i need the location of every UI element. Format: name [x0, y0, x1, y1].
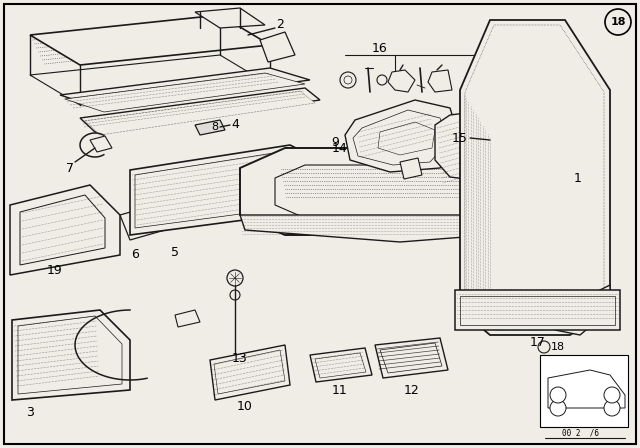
Circle shape	[230, 290, 240, 300]
Polygon shape	[353, 110, 448, 165]
Text: 16: 16	[372, 42, 388, 55]
Text: 18: 18	[551, 342, 565, 352]
Polygon shape	[240, 215, 560, 242]
Circle shape	[476, 191, 504, 219]
Polygon shape	[12, 310, 130, 400]
Polygon shape	[175, 310, 200, 327]
Text: 8: 8	[211, 122, 219, 132]
Polygon shape	[465, 25, 604, 330]
Polygon shape	[195, 120, 225, 135]
Text: 14: 14	[332, 142, 348, 155]
Polygon shape	[260, 32, 295, 62]
Circle shape	[605, 9, 631, 35]
Polygon shape	[375, 338, 448, 378]
Circle shape	[93, 203, 103, 213]
Circle shape	[604, 387, 620, 403]
Polygon shape	[240, 148, 560, 235]
Text: 11: 11	[332, 383, 348, 396]
Circle shape	[604, 400, 620, 416]
Polygon shape	[345, 100, 460, 172]
Polygon shape	[120, 205, 165, 240]
Text: 19: 19	[47, 263, 63, 276]
Circle shape	[340, 72, 356, 88]
Polygon shape	[85, 91, 315, 135]
Circle shape	[550, 387, 566, 403]
Text: 7: 7	[66, 161, 74, 175]
Polygon shape	[90, 136, 112, 152]
Text: 00 2  /6: 00 2 /6	[562, 428, 599, 438]
Polygon shape	[10, 185, 120, 275]
Circle shape	[550, 400, 566, 416]
Polygon shape	[80, 88, 320, 132]
Text: 18: 18	[611, 17, 626, 27]
Circle shape	[227, 270, 243, 286]
Polygon shape	[214, 350, 285, 394]
Bar	[540, 355, 628, 427]
Text: 2: 2	[276, 18, 284, 31]
Text: 17: 17	[530, 336, 546, 349]
Polygon shape	[60, 68, 310, 108]
Circle shape	[344, 76, 352, 84]
Circle shape	[538, 341, 550, 353]
Polygon shape	[310, 348, 372, 382]
Circle shape	[377, 75, 387, 85]
Text: 1: 1	[574, 172, 582, 185]
Text: 15: 15	[452, 132, 468, 145]
Circle shape	[468, 183, 512, 227]
Polygon shape	[30, 15, 270, 65]
Text: 10: 10	[237, 401, 253, 414]
Polygon shape	[378, 122, 435, 155]
Text: 12: 12	[404, 383, 420, 396]
Polygon shape	[455, 290, 620, 330]
Polygon shape	[135, 152, 308, 228]
Polygon shape	[548, 370, 625, 408]
Polygon shape	[275, 165, 540, 218]
Polygon shape	[380, 343, 442, 373]
Polygon shape	[388, 70, 415, 92]
Polygon shape	[30, 55, 270, 105]
Polygon shape	[435, 110, 510, 182]
Polygon shape	[18, 316, 122, 394]
Text: 3: 3	[26, 405, 34, 418]
Polygon shape	[315, 353, 366, 378]
Polygon shape	[65, 73, 305, 112]
Text: 9: 9	[331, 135, 339, 148]
Polygon shape	[460, 20, 610, 335]
Text: 13: 13	[232, 352, 248, 365]
Text: 6: 6	[131, 249, 139, 262]
Text: 5: 5	[171, 246, 179, 259]
Polygon shape	[130, 145, 320, 235]
Text: 4: 4	[231, 119, 239, 132]
Polygon shape	[400, 158, 422, 179]
Polygon shape	[195, 8, 265, 28]
Polygon shape	[555, 285, 610, 335]
Polygon shape	[210, 345, 290, 400]
Polygon shape	[428, 70, 452, 92]
Polygon shape	[20, 195, 105, 265]
Polygon shape	[460, 296, 615, 325]
